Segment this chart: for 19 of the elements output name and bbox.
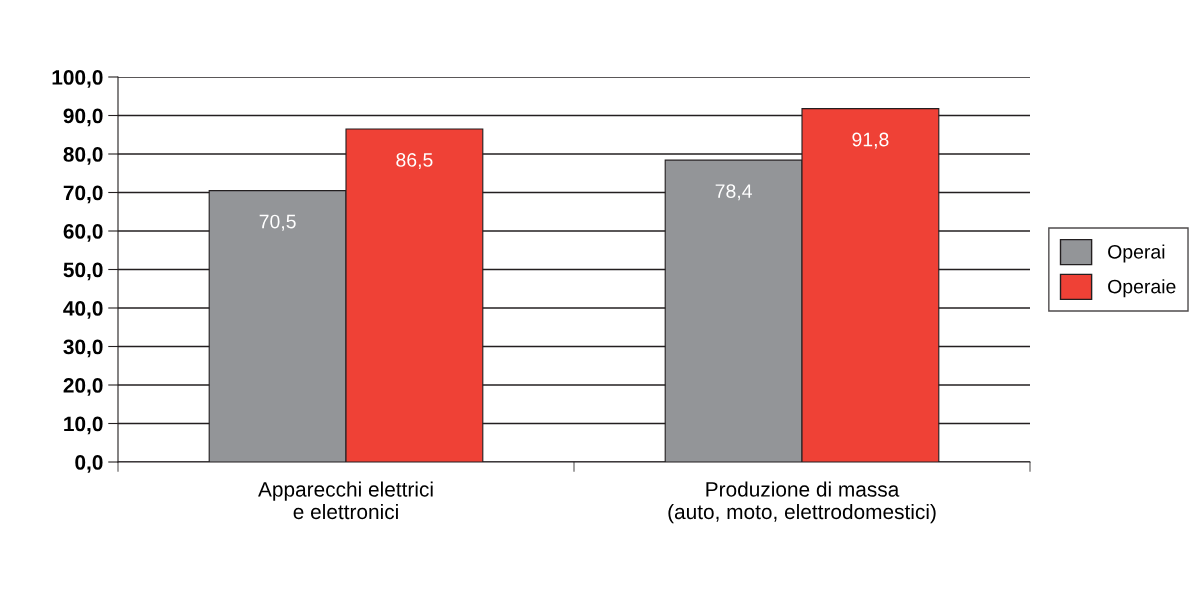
data-label: 70,5 — [259, 214, 296, 231]
y-tick-label: 60,0 — [63, 224, 103, 242]
y-tick-label: 10,0 — [64, 416, 103, 435]
x-tick-label: Apparecchi elettrici e elettronici — [258, 481, 433, 520]
y-tick-label: 90,0 — [63, 108, 103, 127]
legend-label: Operaie — [1108, 279, 1176, 298]
data-label: 86,5 — [396, 153, 433, 170]
y-tick-label: 20,0 — [63, 378, 103, 396]
data-label: 91,8 — [852, 132, 889, 149]
y-tick-label: 50,0 — [63, 262, 103, 281]
y-tick-label: 30,0 — [63, 339, 103, 358]
y-tick-label: 40,0 — [63, 301, 103, 319]
legend-label: Operai — [1108, 244, 1165, 263]
y-tick-label: 80,0 — [63, 147, 103, 165]
y-tick-label: 70,0 — [63, 185, 103, 204]
x-tick-label: Produzione di massa (auto, moto, elettrodomestici) — [668, 481, 936, 524]
data-label: 78,4 — [715, 184, 752, 201]
y-tick-label: 0,0 — [75, 455, 103, 473]
y-tick-label: 100,0 — [52, 70, 103, 88]
